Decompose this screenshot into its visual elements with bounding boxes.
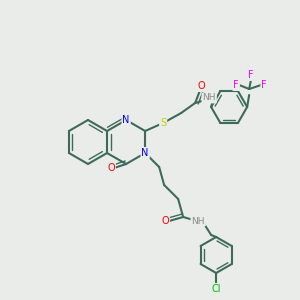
Text: F: F [261, 80, 267, 90]
Text: N: N [142, 148, 149, 158]
Text: NH: NH [202, 94, 216, 103]
Text: Cl: Cl [212, 284, 221, 294]
Text: F: F [248, 70, 254, 80]
Text: N: N [122, 115, 130, 125]
Text: O: O [107, 163, 115, 173]
Text: O: O [197, 81, 205, 91]
Text: F: F [233, 80, 239, 90]
Text: NH: NH [191, 217, 205, 226]
Text: S: S [160, 118, 166, 128]
Text: O: O [161, 216, 169, 226]
